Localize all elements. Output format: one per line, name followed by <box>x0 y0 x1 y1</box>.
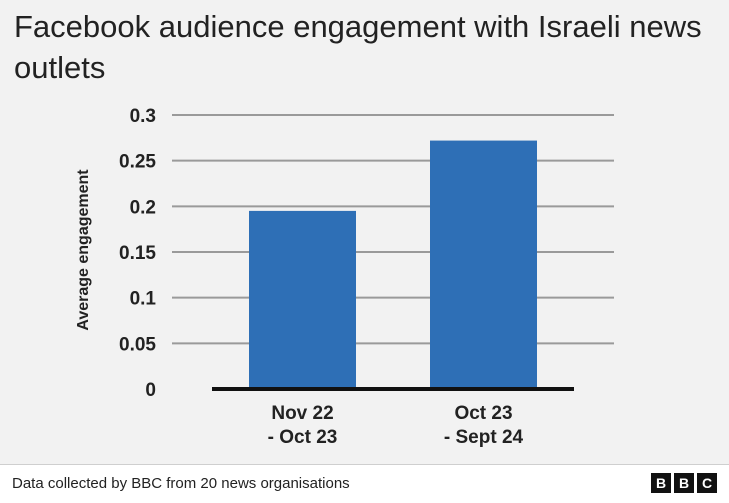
y-tick-label: 0.3 <box>130 106 156 127</box>
source-note: Data collected by BBC from 20 news organ… <box>12 475 350 492</box>
bar <box>430 140 537 389</box>
chart-title: Facebook audience engagement with Israel… <box>14 9 702 85</box>
y-tick-label: 0.25 <box>119 152 156 173</box>
bar <box>249 210 356 389</box>
bbc-logo: B B C <box>651 473 717 493</box>
y-tick-label: 0 <box>145 380 156 401</box>
footer: Data collected by BBC from 20 news organ… <box>0 464 729 503</box>
y-tick-label: 0.15 <box>119 243 156 264</box>
logo-letter: C <box>697 473 717 493</box>
x-tick-label: - Oct 23 <box>268 427 338 448</box>
y-tick-label: 0.1 <box>130 289 157 310</box>
x-tick-label: - Sept 24 <box>444 427 524 448</box>
y-tick-label: 0.2 <box>130 197 156 218</box>
y-tick-label: 0.05 <box>119 334 156 355</box>
chart-plot: 0 0.05 0.1 0.15 0.2 0.25 0.3 Nov 22 - Oct 23 Oct … <box>119 106 614 448</box>
y-axis-label: Average engagement <box>75 169 92 331</box>
logo-letter: B <box>674 473 694 493</box>
x-tick-label: Oct 23 <box>454 403 512 424</box>
x-tick-label: Nov 22 <box>271 403 333 424</box>
logo-letter: B <box>651 473 671 493</box>
